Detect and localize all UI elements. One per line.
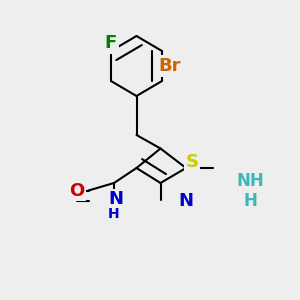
Text: NH: NH — [237, 172, 265, 190]
Text: Br: Br — [158, 57, 181, 75]
Text: N: N — [108, 190, 123, 208]
Text: S: S — [185, 153, 199, 171]
Text: H: H — [243, 192, 257, 210]
Text: H: H — [108, 207, 120, 221]
Text: F: F — [105, 34, 117, 52]
Text: N: N — [178, 192, 194, 210]
Text: O: O — [69, 182, 84, 200]
